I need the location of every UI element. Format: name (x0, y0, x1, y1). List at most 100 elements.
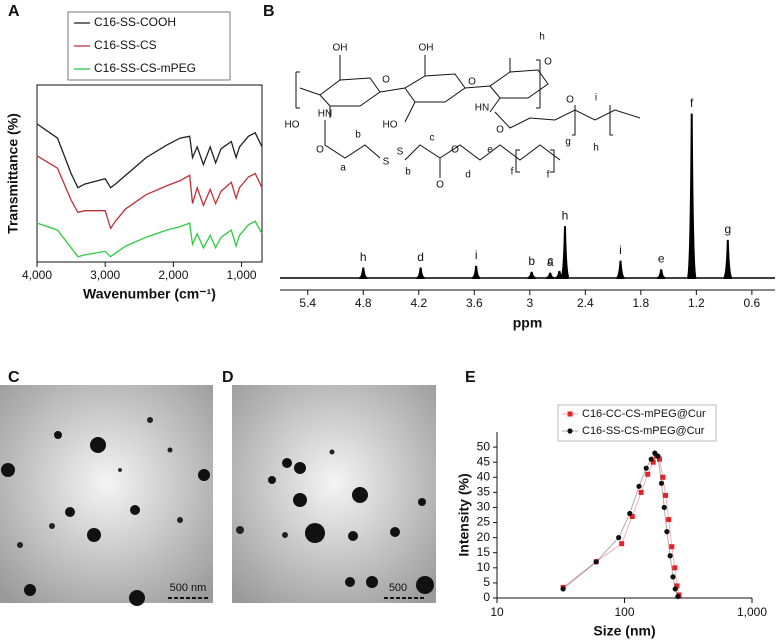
data-point (619, 541, 625, 547)
data-point (674, 583, 680, 589)
peak (559, 226, 570, 279)
data-point (670, 574, 676, 580)
structure-label: O (544, 57, 552, 68)
x-tick-label: 2,000 (158, 268, 188, 282)
y-axis-title: Transmittance (%) (5, 113, 21, 234)
peak-label: h (562, 208, 569, 222)
x-axis-title: Wavenumber (cm⁻¹) (83, 286, 216, 302)
series-line (36, 220, 263, 258)
tem-image-d (232, 385, 436, 603)
series-line (36, 123, 263, 189)
data-point (593, 559, 599, 565)
x-tick-label: 4.2 (410, 296, 427, 310)
panel-label: C (8, 369, 20, 386)
legend-swatch (567, 428, 573, 434)
structure-label: b (355, 130, 361, 141)
panel-label: A (8, 3, 20, 20)
structure-label: f (511, 167, 514, 178)
y-tick-label: 5 (483, 575, 490, 589)
legend-swatch (567, 411, 573, 417)
data-point (661, 504, 667, 511)
data-point (636, 483, 642, 489)
legend-label: C16-SS-COOH (94, 15, 176, 29)
x-tick-label: 1,000 (737, 605, 767, 619)
peak (359, 267, 368, 279)
structure-label: HN (475, 103, 489, 114)
tem-image-c (0, 385, 213, 606)
legend-box (67, 11, 231, 81)
y-tick-label: 15 (477, 545, 491, 559)
data-point (648, 456, 654, 462)
structure-label: HN (318, 109, 332, 120)
y-tick-label: 25 (477, 515, 491, 529)
y-tick-label: 0 (483, 590, 490, 604)
structure-label: d (465, 170, 471, 181)
x-tick-label: 1.2 (688, 296, 705, 310)
structure-label: c (430, 133, 435, 144)
legend-label: C16-SS-CS (94, 38, 157, 52)
data-point (656, 456, 662, 462)
peak-label: f (690, 96, 694, 110)
structure-label: S (383, 157, 390, 168)
y-axis-title: Intensity (%) (456, 473, 472, 556)
y-tick-label: 45 (477, 454, 491, 468)
y-tick-label: 10 (477, 560, 491, 574)
structure-label: O (451, 145, 459, 156)
y-tick-label: 20 (477, 530, 491, 544)
structure-label: f (547, 170, 550, 181)
structure-label: O (566, 95, 574, 106)
peak-label: b (528, 254, 535, 268)
y-tick-label: 40 (477, 469, 491, 483)
data-point (629, 514, 635, 520)
peak-label: c (547, 253, 553, 267)
x-tick-label: 1.8 (632, 296, 649, 310)
legend-label: C16-CC-CS-mPEG@Cur (582, 408, 706, 420)
x-axis-title: ppm (513, 315, 543, 331)
peak-label: g (724, 222, 731, 236)
structure-label: O (468, 77, 476, 88)
structure-label: HO (285, 120, 300, 131)
data-point (643, 465, 649, 471)
data-point (627, 510, 633, 517)
legend-label: C16-SS-CS-mPEG@Cur (582, 425, 705, 437)
peak (686, 113, 697, 279)
data-point (675, 593, 681, 600)
data-point (638, 489, 644, 495)
structure-label: S (397, 147, 404, 158)
series-line (36, 155, 263, 230)
legend-box (557, 404, 717, 442)
structure-label: b (405, 167, 411, 178)
data-point (672, 565, 678, 571)
structure-label: HO (383, 120, 398, 131)
scale-bar-label: 500 (389, 582, 407, 594)
peak-label: d (417, 250, 424, 264)
panel-label: B (263, 3, 275, 20)
panel-label: E (465, 369, 476, 386)
peak (471, 265, 481, 279)
peak-label: a (547, 255, 554, 269)
structure-label: O (382, 75, 390, 86)
x-tick-label: 3,000 (90, 268, 120, 282)
data-point (655, 453, 661, 459)
data-point (660, 474, 666, 480)
peak-label: i (619, 243, 622, 257)
panel-label: D (222, 369, 234, 386)
x-tick-label: 3.6 (466, 296, 483, 310)
structure-label: O (316, 145, 324, 156)
data-point (664, 529, 670, 535)
data-point (560, 586, 566, 592)
peak-label: e (658, 252, 665, 266)
x-tick-label: 1,000 (227, 268, 257, 282)
peak (722, 239, 733, 279)
peak (616, 260, 625, 279)
data-point (666, 517, 672, 523)
x-tick-label: 2.4 (577, 296, 594, 310)
structure-label: O (436, 180, 444, 191)
structure (295, 55, 641, 178)
y-tick-label: 30 (477, 500, 491, 514)
x-tick-label: 100 (614, 605, 634, 619)
series-line (562, 452, 679, 597)
data-point (645, 471, 651, 477)
